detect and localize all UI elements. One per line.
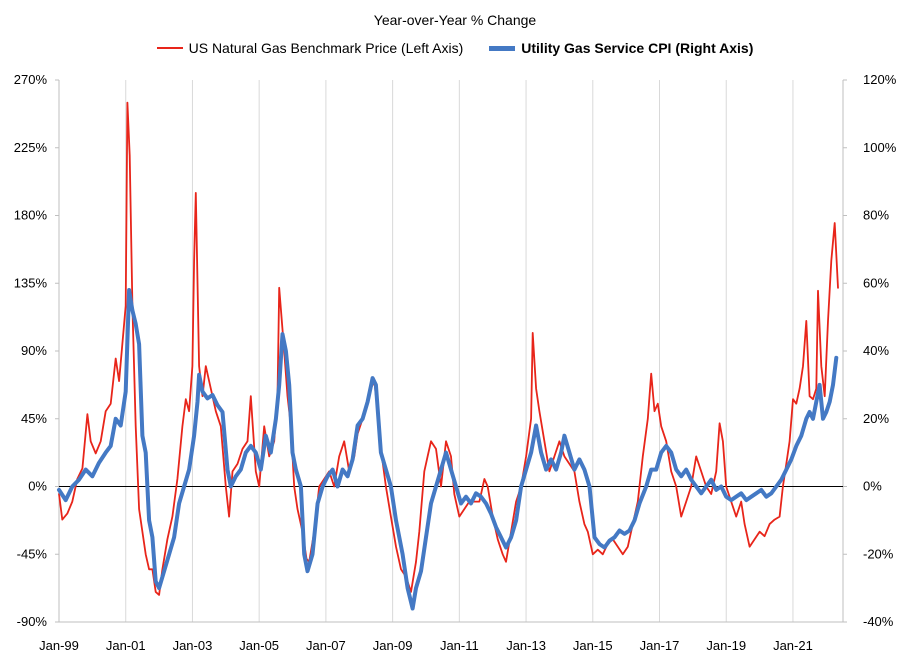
left-tick-label: 135% <box>14 275 48 290</box>
x-tick-label: Jan-15 <box>573 638 613 653</box>
chart-title: Year-over-Year % Change <box>373 12 537 28</box>
right-tick-label: -40% <box>863 614 894 629</box>
x-tick-label: Jan-11 <box>440 638 479 653</box>
x-tick-label: Jan-19 <box>706 638 746 653</box>
x-tick-label: Jan-17 <box>640 638 680 653</box>
right-tick-label: 40% <box>863 343 889 358</box>
left-tick-label: 270% <box>14 72 48 87</box>
x-tick-label: Jan-03 <box>173 638 213 653</box>
legend-swatch-gas-price <box>156 47 183 49</box>
x-tick-label: Jan-13 <box>506 638 546 653</box>
right-tick-label: -20% <box>863 546 894 561</box>
x-tick-label: Jan-05 <box>239 638 279 653</box>
x-tick-label: Jan-01 <box>106 638 146 653</box>
left-tick-label: 0% <box>28 479 47 494</box>
x-tick-label: Jan-07 <box>306 638 346 653</box>
right-tick-label: 20% <box>863 411 889 426</box>
legend-swatch-cpi <box>489 45 516 51</box>
legend-label-cpi: Utility Gas Service CPI (Right Axis) <box>521 40 754 56</box>
x-tick-label: Jan-09 <box>373 638 413 653</box>
legend-label-gas-price: US Natural Gas Benchmark Price (Left Axi… <box>188 40 464 56</box>
x-tick-label: Jan-21 <box>773 638 813 653</box>
left-tick-label: 45% <box>21 411 47 426</box>
right-tick-label: 60% <box>863 275 889 290</box>
left-tick-label: -90% <box>17 614 48 629</box>
right-tick-label: 0% <box>863 479 882 494</box>
series-line-gas-price <box>58 101 839 596</box>
legend: US Natural Gas Benchmark Price (Left Axi… <box>0 40 910 56</box>
legend-item-cpi: Utility Gas Service CPI (Right Axis) <box>489 40 753 56</box>
left-tick-label: 225% <box>14 140 48 155</box>
right-tick-label: 80% <box>863 208 889 223</box>
right-tick-label: 120% <box>863 72 897 87</box>
right-tick-label: 100% <box>863 140 897 155</box>
left-tick-label: 180% <box>14 208 48 223</box>
x-tick-label: Jan-99 <box>39 638 79 653</box>
legend-item-gas-price: US Natural Gas Benchmark Price (Left Axi… <box>156 40 464 56</box>
series-line-cpi <box>57 288 839 611</box>
left-tick-label: 90% <box>21 343 47 358</box>
left-tick-label: -45% <box>17 546 48 561</box>
